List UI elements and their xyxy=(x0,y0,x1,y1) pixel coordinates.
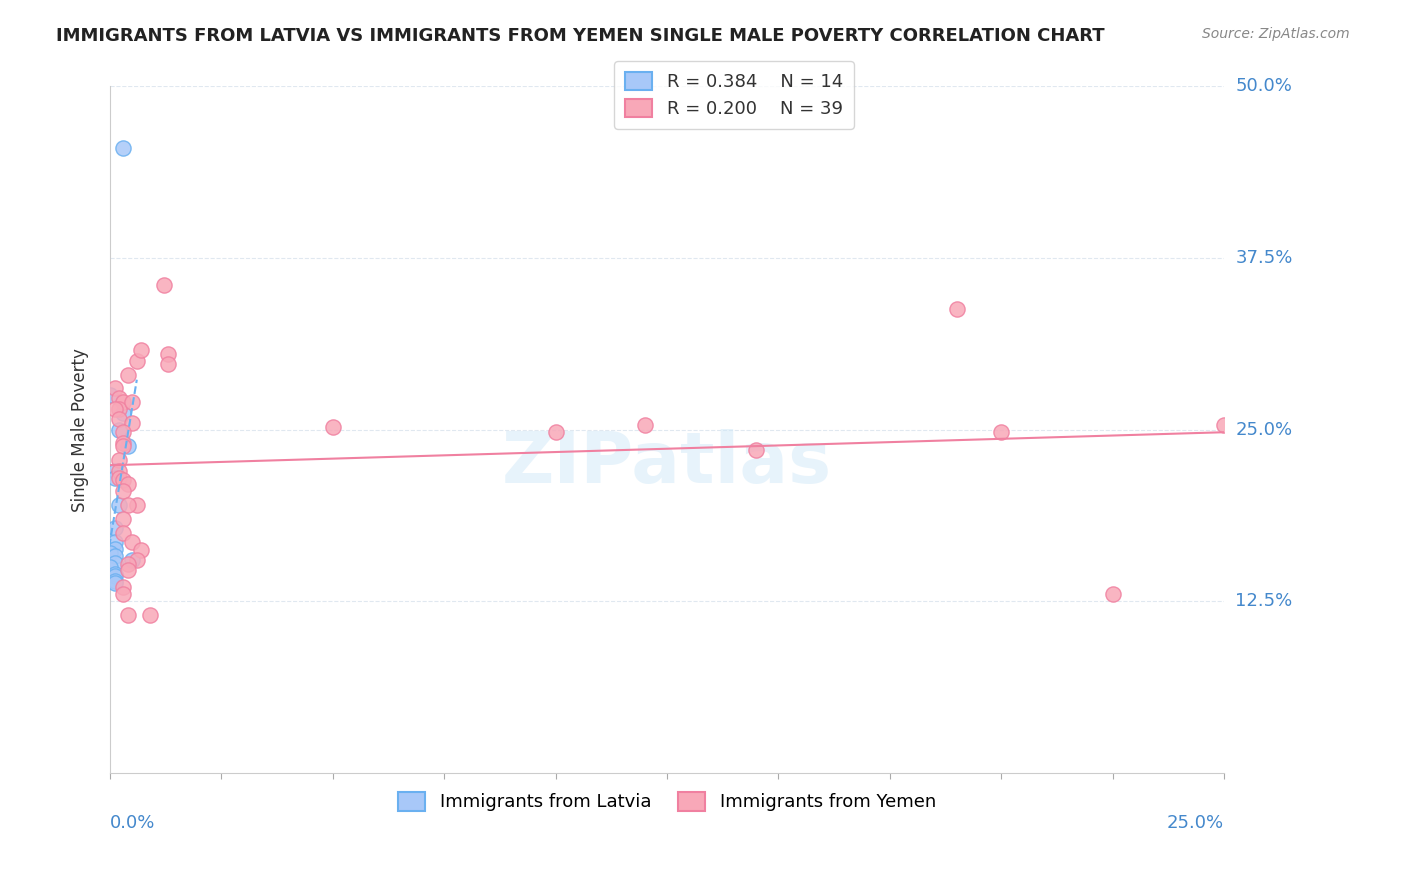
Point xyxy=(117,563,139,577)
Point xyxy=(156,347,179,361)
Point xyxy=(103,549,125,563)
Text: 50.0%: 50.0% xyxy=(1236,78,1292,95)
Point xyxy=(108,411,131,425)
Text: 25.0%: 25.0% xyxy=(1236,421,1292,439)
Point xyxy=(121,553,143,567)
Point xyxy=(152,278,174,293)
Point xyxy=(1101,587,1123,601)
Point xyxy=(103,521,125,535)
Point xyxy=(121,416,143,430)
Point xyxy=(103,381,125,395)
Point xyxy=(112,512,135,526)
Text: 12.5%: 12.5% xyxy=(1236,592,1292,610)
Text: 25.0%: 25.0% xyxy=(1167,814,1225,832)
Text: 0.0%: 0.0% xyxy=(110,814,156,832)
Point xyxy=(103,556,125,570)
Point xyxy=(103,569,125,583)
Text: ZIPatlas: ZIPatlas xyxy=(502,429,832,499)
Point xyxy=(112,425,135,440)
Text: Source: ZipAtlas.com: Source: ZipAtlas.com xyxy=(1202,27,1350,41)
Point xyxy=(108,402,131,417)
Point xyxy=(112,436,135,450)
Point xyxy=(117,557,139,571)
Point xyxy=(112,141,135,155)
Point xyxy=(103,566,125,581)
Text: IMMIGRANTS FROM LATVIA VS IMMIGRANTS FROM YEMEN SINGLE MALE POVERTY CORRELATION : IMMIGRANTS FROM LATVIA VS IMMIGRANTS FRO… xyxy=(56,27,1105,45)
Point xyxy=(121,395,143,409)
Point xyxy=(112,474,135,488)
Point xyxy=(990,425,1012,440)
Point xyxy=(108,470,131,484)
Point xyxy=(117,498,139,512)
Point xyxy=(112,525,135,540)
Point xyxy=(1213,418,1236,433)
Point xyxy=(108,452,131,467)
Point xyxy=(129,543,152,558)
Point xyxy=(117,439,139,453)
Point xyxy=(98,546,121,560)
Point xyxy=(125,553,148,567)
Point xyxy=(117,477,139,491)
Point xyxy=(156,357,179,371)
Point xyxy=(98,559,121,574)
Point xyxy=(98,388,121,402)
Point xyxy=(112,439,135,453)
Point xyxy=(112,581,135,595)
Point xyxy=(112,484,135,499)
Point xyxy=(103,574,125,588)
Point xyxy=(103,464,125,478)
Point xyxy=(139,607,162,622)
Point xyxy=(108,498,131,512)
Point xyxy=(103,470,125,484)
Legend: Immigrants from Latvia, Immigrants from Yemen: Immigrants from Latvia, Immigrants from … xyxy=(391,785,943,819)
Point xyxy=(322,420,344,434)
Point xyxy=(112,395,135,409)
Point xyxy=(945,301,967,316)
Point xyxy=(117,607,139,622)
Point xyxy=(103,541,125,556)
Point xyxy=(544,425,567,440)
Y-axis label: Single Male Poverty: Single Male Poverty xyxy=(72,348,89,511)
Point xyxy=(103,402,125,417)
Text: 37.5%: 37.5% xyxy=(1236,249,1292,267)
Point xyxy=(125,354,148,368)
Point xyxy=(103,535,125,549)
Point xyxy=(117,368,139,382)
Point xyxy=(112,406,135,420)
Point xyxy=(108,391,131,405)
Point xyxy=(108,464,131,478)
Point xyxy=(129,343,152,357)
Point xyxy=(745,443,768,458)
Point xyxy=(108,423,131,437)
Point xyxy=(125,498,148,512)
Point xyxy=(112,587,135,601)
Point xyxy=(121,535,143,549)
Point xyxy=(103,576,125,591)
Point xyxy=(634,418,657,433)
